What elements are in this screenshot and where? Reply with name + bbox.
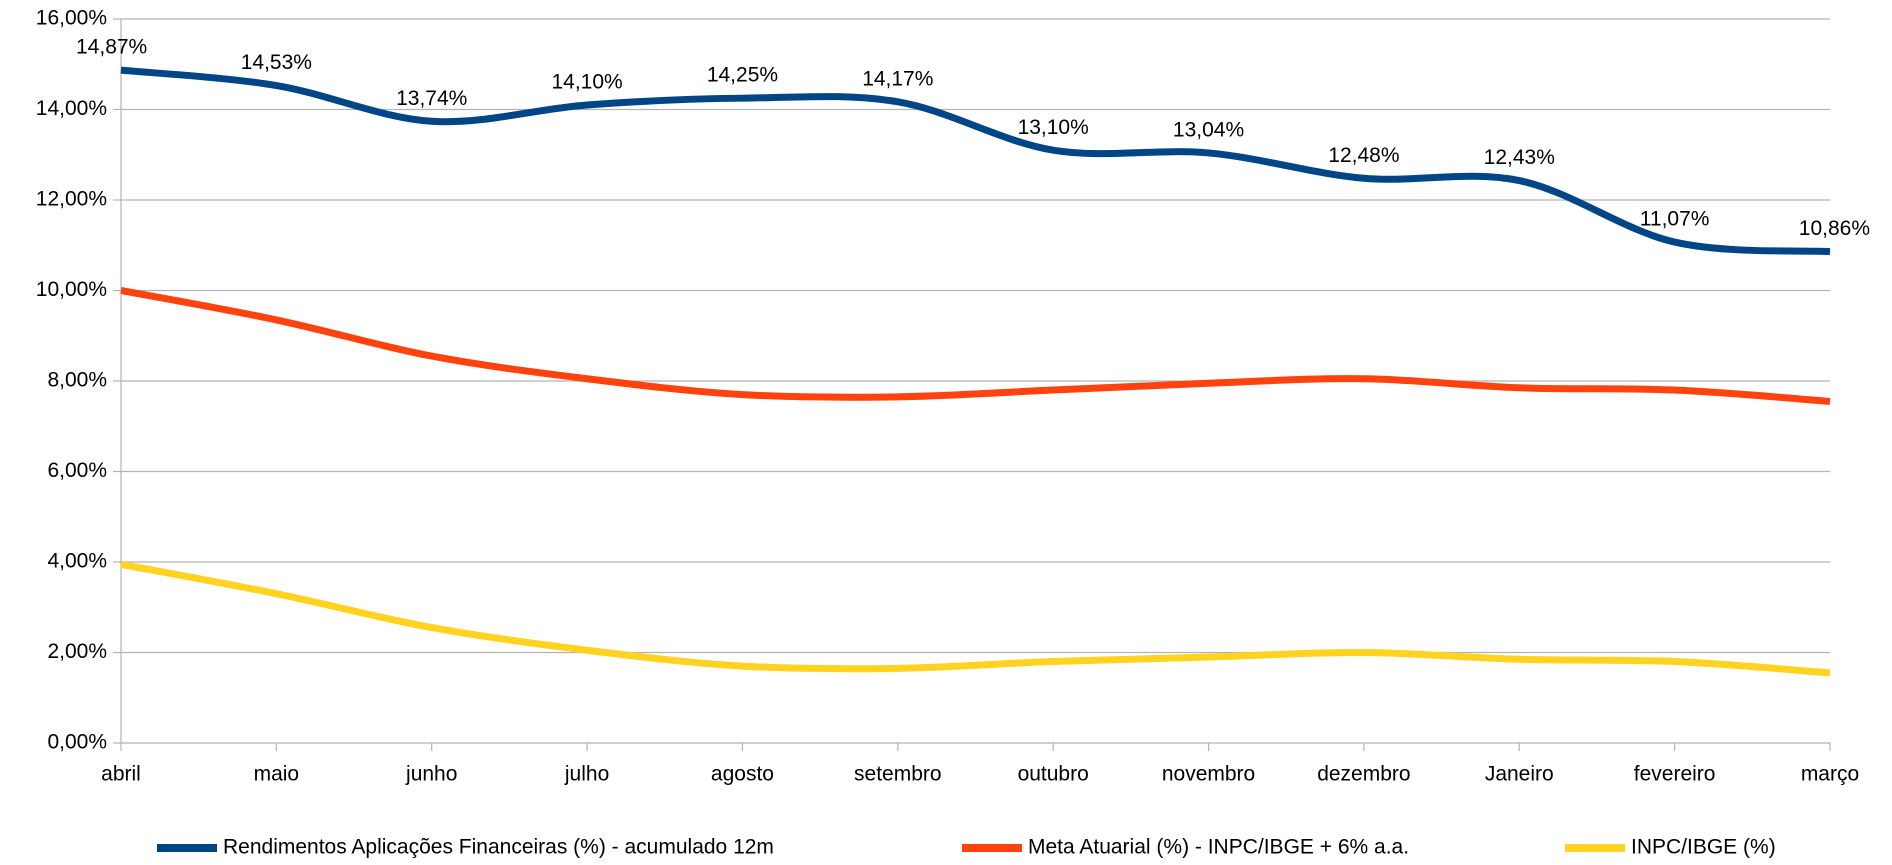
- legend-label: INPC/IBGE (%): [1631, 836, 1776, 859]
- data-label: 12,48%: [1328, 144, 1399, 167]
- series-line: [120, 560, 1831, 677]
- x-tick-label: junho: [405, 763, 457, 786]
- x-tick-label: fevereiro: [1634, 763, 1716, 786]
- x-tick-label: julho: [564, 763, 609, 786]
- data-label: 13,74%: [396, 87, 467, 110]
- y-tick-label: 14,00%: [36, 97, 107, 120]
- y-tick-label: 12,00%: [36, 188, 107, 211]
- data-label: 14,53%: [241, 51, 312, 74]
- x-tick-label: setembro: [854, 763, 942, 786]
- x-tick-label: agosto: [711, 763, 774, 786]
- legend-label: Rendimentos Aplicações Financeiras (%) -…: [223, 836, 774, 859]
- data-label: 12,43%: [1484, 146, 1555, 169]
- y-tick-label: 8,00%: [47, 369, 107, 392]
- y-tick-label: 4,00%: [47, 550, 107, 573]
- data-label: 14,87%: [76, 36, 147, 59]
- series-line: [120, 287, 1831, 405]
- data-label: 14,17%: [862, 67, 933, 90]
- y-tick-label: 16,00%: [36, 7, 107, 30]
- x-tick-label: novembro: [1162, 763, 1255, 786]
- y-tick-label: 10,00%: [36, 278, 107, 301]
- y-tick-label: 0,00%: [47, 731, 107, 754]
- data-label: 13,04%: [1173, 118, 1244, 141]
- x-tick-label: dezembro: [1317, 763, 1410, 786]
- x-tick-label: abril: [101, 763, 141, 786]
- data-label: 14,10%: [551, 71, 622, 94]
- data-label: 14,25%: [707, 64, 778, 87]
- x-tick-label: Janeiro: [1485, 763, 1554, 786]
- x-tick-label: março: [1801, 763, 1859, 786]
- data-label: 11,07%: [1640, 208, 1710, 231]
- y-tick-label: 2,00%: [47, 640, 107, 663]
- y-tick-label: 6,00%: [47, 459, 107, 482]
- x-tick-label: outubro: [1018, 763, 1089, 786]
- data-label: 10,86%: [1799, 217, 1870, 240]
- legend-label: Meta Atuarial (%) - INPC/IBGE + 6% a.a.: [1028, 836, 1409, 859]
- x-tick-label: maio: [254, 763, 300, 786]
- series-line: [120, 66, 1831, 256]
- data-label: 13,10%: [1018, 116, 1089, 139]
